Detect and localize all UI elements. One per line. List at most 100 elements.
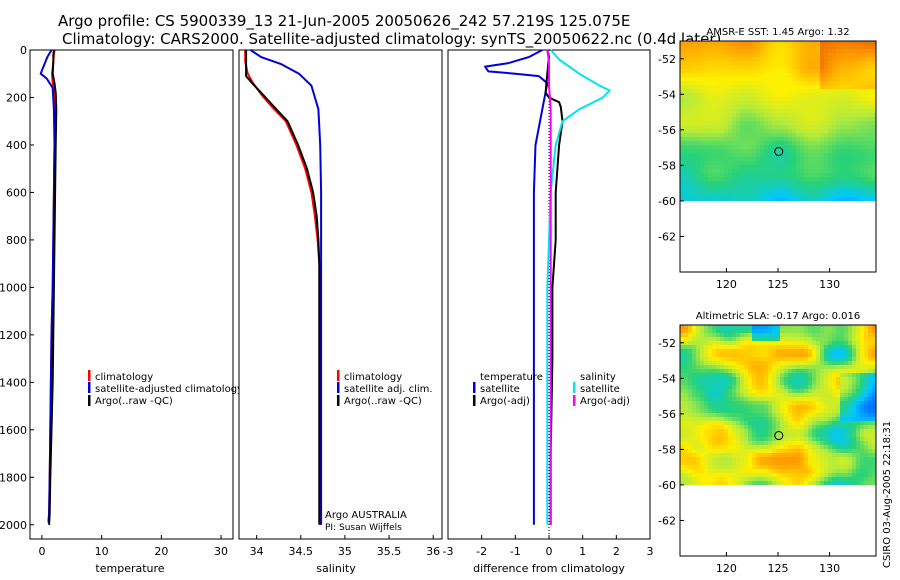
heatmap-cell	[752, 197, 756, 201]
heatmap-cell	[768, 397, 772, 401]
heatmap-cell	[784, 181, 788, 185]
heatmap-cell	[696, 113, 700, 117]
heatmap-cell	[680, 441, 684, 445]
heatmap-cell	[872, 165, 876, 169]
heatmap-cell	[764, 181, 768, 185]
heatmap-cell	[724, 61, 728, 65]
heatmap-cell	[872, 57, 876, 61]
heatmap-cell	[844, 121, 848, 125]
heatmap-cell	[692, 77, 696, 81]
heatmap-cell	[760, 437, 764, 441]
heatmap-cell	[780, 461, 784, 465]
heatmap-cell	[804, 361, 808, 365]
depth-tick-label: 0	[20, 44, 27, 57]
heatmap-cell	[732, 397, 736, 401]
heatmap-cell	[852, 361, 856, 365]
heatmap-cell	[788, 173, 792, 177]
heatmap-cell	[692, 445, 696, 449]
heatmap-cell	[820, 65, 824, 69]
heatmap-cell	[768, 141, 772, 145]
heatmap-cell	[752, 421, 756, 425]
heatmap-cell	[852, 117, 856, 121]
heatmap-cell	[828, 357, 832, 361]
heatmap-cell	[680, 65, 684, 69]
heatmap-cell	[860, 357, 864, 361]
heatmap-cell	[848, 429, 852, 433]
heatmap-cell	[704, 337, 708, 341]
heatmap-cell	[760, 405, 764, 409]
heatmap-cell	[820, 57, 824, 61]
heatmap-cell	[756, 101, 760, 105]
heatmap-cell	[784, 429, 788, 433]
heatmap-cell	[716, 441, 720, 445]
heatmap-cell	[788, 445, 792, 449]
heatmap-cell	[776, 429, 780, 433]
heatmap-cell	[804, 377, 808, 381]
heatmap-cell	[748, 41, 752, 45]
heatmap-cell	[808, 377, 812, 381]
heatmap-cell	[700, 49, 704, 53]
heatmap-cell	[824, 73, 828, 77]
heatmap-cell	[688, 461, 692, 465]
heatmap-cell	[732, 481, 736, 485]
depth-tick-label: 1000	[0, 281, 27, 294]
heatmap-cell	[812, 409, 816, 413]
heatmap-cell	[692, 41, 696, 45]
heatmap-cell	[760, 401, 764, 405]
heatmap-cell	[728, 113, 732, 117]
heatmap-cell	[748, 433, 752, 437]
heatmap-cell	[752, 161, 756, 165]
heatmap-cell	[804, 413, 808, 417]
heatmap-cell	[824, 333, 828, 337]
heatmap-cell	[796, 41, 800, 45]
heatmap-cell	[828, 441, 832, 445]
heatmap-cell	[840, 149, 844, 153]
heatmap-cell	[776, 369, 780, 373]
heatmap-cell	[720, 65, 724, 69]
heatmap-cell	[824, 425, 828, 429]
heatmap-cell	[776, 433, 780, 437]
heatmap-cell	[800, 89, 804, 93]
heatmap-cell	[820, 89, 824, 93]
heatmap-cell	[872, 173, 876, 177]
heatmap-cell	[712, 385, 716, 389]
heatmap-cell	[704, 61, 708, 65]
heatmap-cell	[856, 93, 860, 97]
heatmap-cell	[800, 85, 804, 89]
heatmap-cell	[736, 69, 740, 73]
heatmap-cell	[736, 113, 740, 117]
heatmap-cell	[784, 361, 788, 365]
heatmap-cell	[800, 133, 804, 137]
heatmap-cell	[872, 45, 876, 49]
heatmap-cell	[756, 425, 760, 429]
legend-temperature-heading: temperature	[480, 372, 543, 383]
heatmap-cell	[696, 449, 700, 453]
heatmap-cell	[844, 93, 848, 97]
heatmap-cell	[804, 149, 808, 153]
heatmap-cell	[696, 181, 700, 185]
heatmap-cell	[752, 153, 756, 157]
heatmap-cell	[824, 465, 828, 469]
heatmap-cell	[824, 429, 828, 433]
heatmap-cell	[788, 69, 792, 73]
heatmap-cell	[864, 45, 868, 49]
heatmap-cell	[704, 77, 708, 81]
heatmap-cell	[688, 481, 692, 485]
heatmap-cell	[796, 105, 800, 109]
heatmap-cell	[784, 125, 788, 129]
heatmap-cell	[684, 189, 688, 193]
heatmap-cell	[848, 161, 852, 165]
heatmap-cell	[748, 65, 752, 69]
heatmap-cell	[816, 65, 820, 69]
heatmap-cell	[792, 433, 796, 437]
heatmap-cell	[796, 61, 800, 65]
heatmap-cell	[836, 441, 840, 445]
heatmap-cell	[716, 49, 720, 53]
heatmap-cell	[868, 333, 872, 337]
heatmap-cell	[692, 449, 696, 453]
heatmap-cell	[764, 61, 768, 65]
heatmap-cell	[696, 465, 700, 469]
heatmap-cell	[708, 81, 712, 85]
heatmap-cell	[768, 481, 772, 485]
argo-float-marker	[774, 147, 784, 157]
